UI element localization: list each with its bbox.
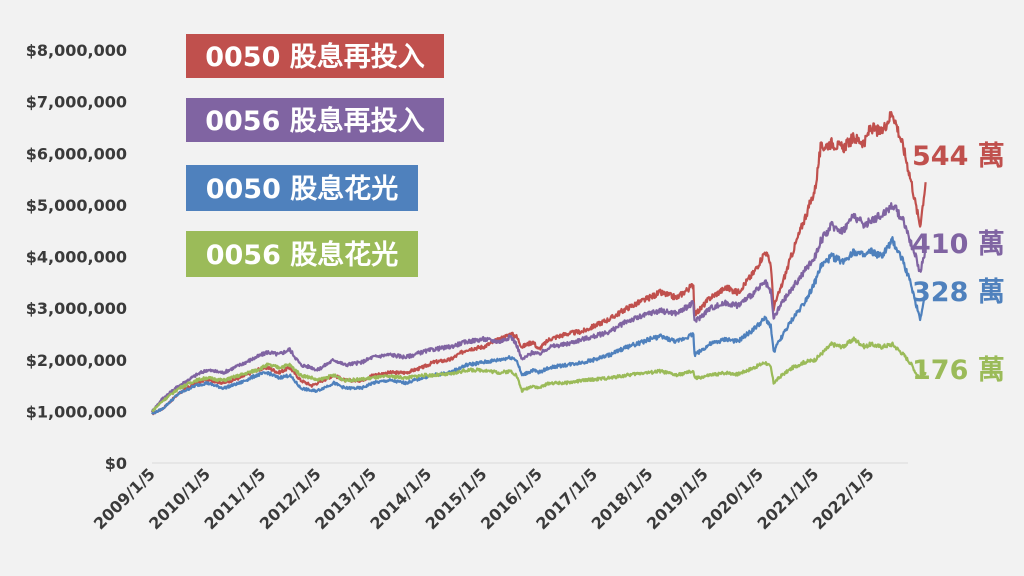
y-tick-label: $8,000,000 — [26, 41, 127, 60]
legend-item-4: 0056 股息花光 — [186, 231, 418, 277]
y-tick-label: $2,000,000 — [26, 351, 127, 370]
y-tick-label: $4,000,000 — [26, 248, 127, 267]
y-tick-label: $6,000,000 — [26, 144, 127, 163]
legend-label: 0056 股息花光 — [206, 239, 399, 271]
legend-swatch — [186, 34, 444, 78]
series-line-3 — [151, 236, 927, 415]
series-end-label: 328 萬 — [912, 277, 1005, 308]
legend-swatch — [186, 165, 418, 211]
series-line-2 — [150, 202, 927, 413]
y-tick-label: $0 — [105, 454, 127, 473]
y-tick-label: $7,000,000 — [26, 93, 127, 112]
series-end-label: 544 萬 — [912, 141, 1005, 172]
series-line-4 — [151, 336, 927, 413]
legend-label: 0056 股息再投入 — [205, 105, 425, 137]
series-lines — [150, 111, 927, 416]
legend-item-2: 0056 股息再投入 — [186, 98, 444, 142]
x-axis: 2009/1/52010/1/52011/1/52012/1/52013/1/5… — [90, 464, 878, 533]
y-tick-label: $3,000,000 — [26, 299, 127, 318]
series-end-label: 176 萬 — [912, 355, 1005, 386]
end-labels: 544 萬 410 萬 328 萬 176 萬 — [912, 141, 1005, 386]
legend-swatch — [186, 98, 444, 142]
y-tick-label: $1,000,000 — [26, 402, 127, 421]
legend-label: 0050 股息再投入 — [205, 41, 425, 73]
legend: 0050 股息再投入 0056 股息再投入 0050 股息花光 0056 股息花光 — [186, 34, 444, 277]
series-line-1 — [151, 111, 927, 416]
legend-swatch — [186, 231, 418, 277]
series-end-label: 410 萬 — [912, 229, 1005, 260]
legend-item-3: 0050 股息花光 — [186, 165, 418, 211]
legend-label: 0050 股息花光 — [206, 173, 399, 205]
legend-item-1: 0050 股息再投入 — [186, 34, 444, 78]
y-tick-label: $5,000,000 — [26, 196, 127, 215]
y-axis: $0 $1,000,000 $2,000,000 $3,000,000 $4,000,0… — [26, 41, 127, 473]
